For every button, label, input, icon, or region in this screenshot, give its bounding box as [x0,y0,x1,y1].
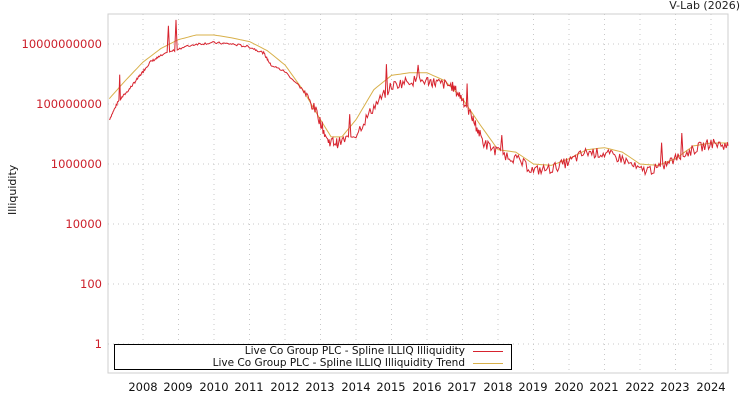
x-tick-label: 2011 [234,380,264,394]
x-tick-label: 2019 [518,380,548,394]
x-tick-label: 2018 [483,380,513,394]
x-tick-label: 2020 [554,380,584,394]
x-tick-label: 2013 [305,380,335,394]
x-tick-label: 2017 [447,380,477,394]
credit-label: V-Lab (2026) [669,0,740,12]
legend-label: Live Co Group PLC - Spline ILLIQ Illiqui… [244,345,465,357]
legend-label: Live Co Group PLC - Spline ILLIQ Illiqui… [212,357,465,369]
x-tick-label: 2024 [696,380,726,394]
y-tick-label: 10000 [65,217,102,231]
illiquidity-line [109,19,729,177]
legend-item-illiquidity: Live Co Group PLC - Spline ILLIQ Illiqui… [245,345,503,357]
chart-legend: Live Co Group PLC - Spline ILLIQ Illiqui… [114,344,512,370]
y-tick-label: 1000000 [50,157,102,171]
y-tick-label: 10000000000 [21,37,102,51]
x-tick-label: 2015 [376,380,406,394]
x-tick-label: 2021 [589,380,619,394]
x-tick-label: 2008 [128,380,158,394]
y-axis-label: Illiquidity [6,164,19,215]
legend-swatch-red [473,350,503,352]
trend-line [108,34,728,166]
y-tick-label: 1 [94,337,102,351]
plot-frame [107,13,729,374]
legend-item-trend: Live Co Group PLC - Spline ILLIQ Illiqui… [213,357,503,369]
x-tick-label: 2016 [412,380,442,394]
x-tick-label: 2010 [199,380,229,394]
x-tick-label: 2023 [660,380,690,394]
y-tick-label: 100 [80,277,102,291]
x-tick-label: 2009 [163,380,193,394]
x-tick-label: 2022 [625,380,655,394]
x-tick-label: 2012 [270,380,300,394]
x-tick-label: 2014 [341,380,371,394]
legend-swatch-gold [473,362,503,364]
y-tick-label: 100000000 [36,97,102,111]
